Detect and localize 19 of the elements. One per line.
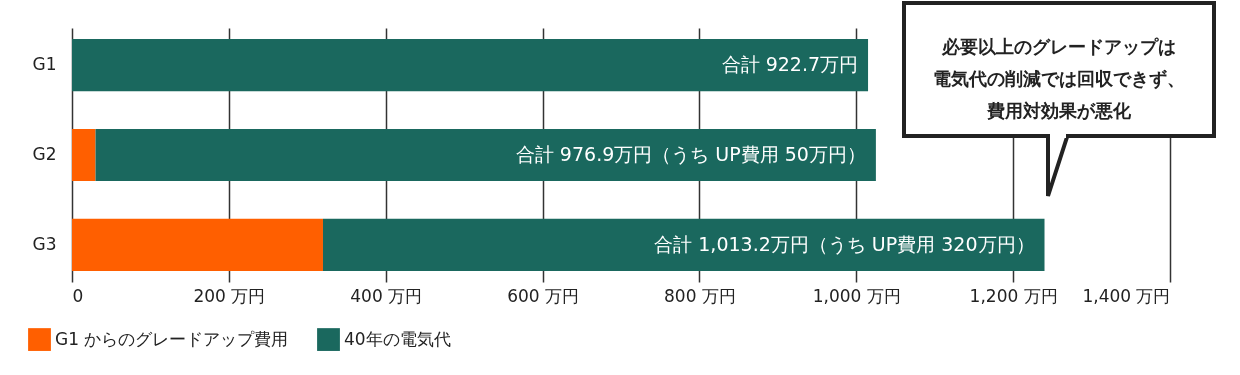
legend-label: 40年の電気代 [344,328,451,349]
annotation: 合計 976.9万円（うち UP費用 50万円） [515,143,866,165]
annotation: 費用対効果が悪化 [986,100,1132,121]
y-tick-label: G3 [32,233,57,254]
y-tick-label: G2 [32,144,57,164]
x-tick-label: 1,400 万円 [1082,285,1171,306]
y-tick-label: G1 [32,54,57,75]
annotation: 必要以上のグレードアップは [941,36,1176,57]
x-tick-label: 1,000 万円 [812,285,901,306]
annotation: 合計 922.7万円 [721,53,859,76]
x-tick-label: 600 万円 [507,285,579,306]
annotation: 合計 1,013.2万円（うち UP費用 320万円） [654,232,1035,255]
x-tick-label: 800 万円 [664,285,736,306]
legend-label: G1 からのグレードアップ費用 [55,328,289,349]
x-tick-label: 0 [72,285,84,306]
x-tick-label: 400 万円 [350,285,423,306]
x-tick-label: 200 万円 [193,285,266,306]
x-tick-label: 1,200 万円 [969,285,1058,306]
annotation: 電気代の削減では回収できず、 [933,68,1185,90]
